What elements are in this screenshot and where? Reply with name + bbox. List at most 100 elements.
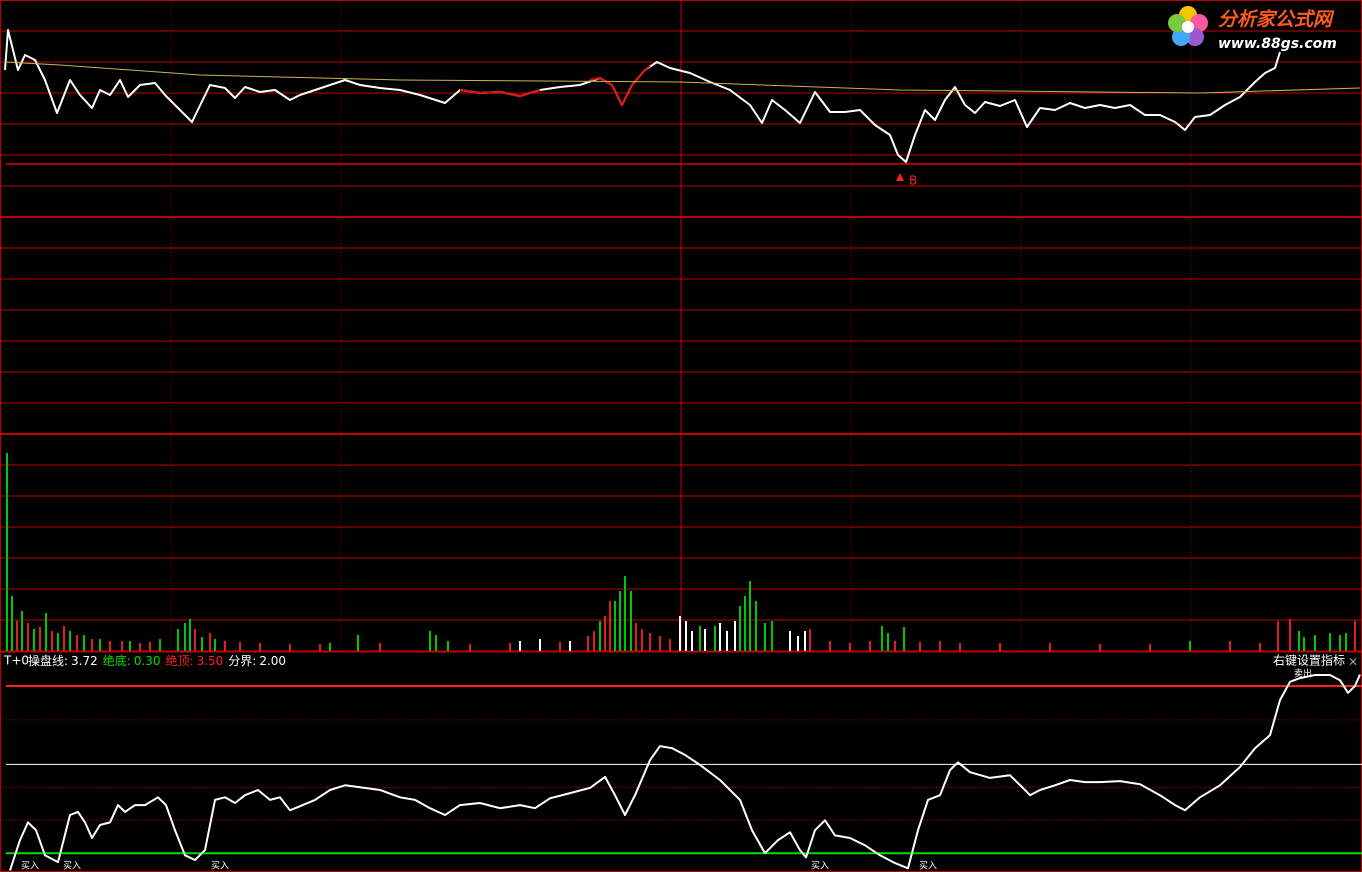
volume-bar — [209, 633, 211, 651]
volume-bar — [809, 629, 811, 651]
volume-bar — [1049, 643, 1051, 651]
volume-bar — [559, 642, 561, 651]
volume-bar — [959, 643, 961, 651]
volume-bar — [33, 629, 35, 651]
volume-bar — [6, 453, 8, 651]
volume-bar — [624, 576, 626, 651]
volume-bar — [239, 642, 241, 651]
legend-item: 2.00 — [259, 654, 286, 668]
volume-bar — [734, 621, 736, 651]
volume-bar — [129, 641, 131, 651]
volume-bar — [630, 591, 632, 651]
signal-label: 卖出 — [1294, 668, 1312, 680]
volume-bar — [679, 616, 681, 651]
legend-item: 操盘线: — [28, 653, 68, 668]
volume-bar — [999, 643, 1001, 651]
volume-bar — [139, 643, 141, 651]
volume-bar — [649, 633, 651, 651]
legend-item: 分界: — [228, 654, 256, 668]
volume-bar — [714, 626, 716, 651]
volume-bar — [57, 633, 59, 651]
volume-bar — [1099, 644, 1101, 651]
volume-bar — [224, 641, 226, 651]
volume-bar — [749, 581, 751, 651]
volume-bar — [214, 639, 216, 651]
volume-bar — [587, 636, 589, 651]
volume-bar — [609, 601, 611, 651]
volume-bar — [121, 641, 123, 651]
signal-triangle — [896, 173, 904, 181]
volume-bar — [569, 641, 571, 651]
volume-bar — [184, 623, 186, 651]
volume-bar — [91, 639, 93, 651]
volume-bar — [539, 639, 541, 651]
volume-bar — [1345, 633, 1347, 651]
volume-bar — [699, 626, 701, 651]
legend: 操盘线: 3.72 绝底: 0.30 绝顶: 3.50 分界: 2.00 — [28, 653, 286, 668]
watermark-url: www.88gs.com — [1218, 36, 1337, 52]
settings-label[interactable]: 右键设置指标 — [1273, 653, 1345, 668]
volume-bar — [509, 643, 511, 651]
volume-bar — [1354, 621, 1356, 651]
volume-bar — [99, 639, 101, 651]
volume-bar — [704, 629, 706, 651]
volume-bar — [691, 631, 693, 651]
volume-bar — [1298, 631, 1300, 651]
volume-bar — [39, 627, 41, 651]
series-line — [4, 29, 1281, 163]
volume-bar — [51, 631, 53, 651]
volume-bar — [469, 644, 471, 651]
watermark-title: 分析家公式网 — [1218, 9, 1335, 31]
volume-bar — [1277, 621, 1279, 651]
legend-item: 绝顶: — [166, 653, 194, 668]
volume-bar — [201, 637, 203, 651]
volume-bar — [1339, 635, 1341, 651]
signal-label: 买入 — [211, 861, 229, 872]
volume-bar — [685, 621, 687, 651]
volume-bar — [1329, 633, 1331, 651]
volume-bar — [659, 636, 661, 651]
legend-item: 绝底: — [103, 653, 131, 668]
volume-bar — [319, 644, 321, 651]
volume-bar — [109, 641, 111, 651]
series-line — [4, 61, 1361, 94]
volume-bar — [829, 641, 831, 651]
volume-bar — [177, 629, 179, 651]
volume-bar — [894, 641, 896, 651]
volume-bar — [429, 631, 431, 651]
volume-bar — [903, 627, 905, 651]
signal-label: 买入 — [21, 861, 39, 872]
signal-label: 买入 — [919, 861, 937, 872]
volume-bar — [1259, 643, 1261, 651]
volume-bar — [635, 623, 637, 651]
volume-bar — [887, 633, 889, 651]
volume-bar — [939, 641, 941, 651]
legend-item: 3.72 — [71, 654, 98, 668]
indicator-title: T+0 — [3, 654, 29, 668]
volume-bar — [1189, 641, 1191, 651]
volume-bar — [76, 635, 78, 651]
volume-bar — [357, 635, 359, 651]
volume-bar — [1314, 635, 1316, 651]
volume-bar — [1303, 637, 1305, 651]
volume-bar — [869, 641, 871, 651]
close-button[interactable]: × — [1348, 655, 1358, 669]
volume-bar — [329, 643, 331, 651]
volume-bar — [614, 601, 616, 651]
volume-bar — [641, 629, 643, 651]
volume-bar — [797, 636, 799, 651]
volume-bar — [447, 641, 449, 651]
signal-label: 买入 — [63, 861, 81, 872]
volume-bar — [259, 643, 261, 651]
volume-bar — [744, 596, 746, 651]
volume-bar — [593, 631, 595, 651]
volume-bar — [599, 621, 601, 651]
volume-bar — [16, 621, 18, 651]
signal-label: 买入 — [811, 861, 829, 872]
volume-bar — [435, 635, 437, 651]
volume-bar — [27, 623, 29, 651]
logo-flower — [1168, 6, 1208, 46]
